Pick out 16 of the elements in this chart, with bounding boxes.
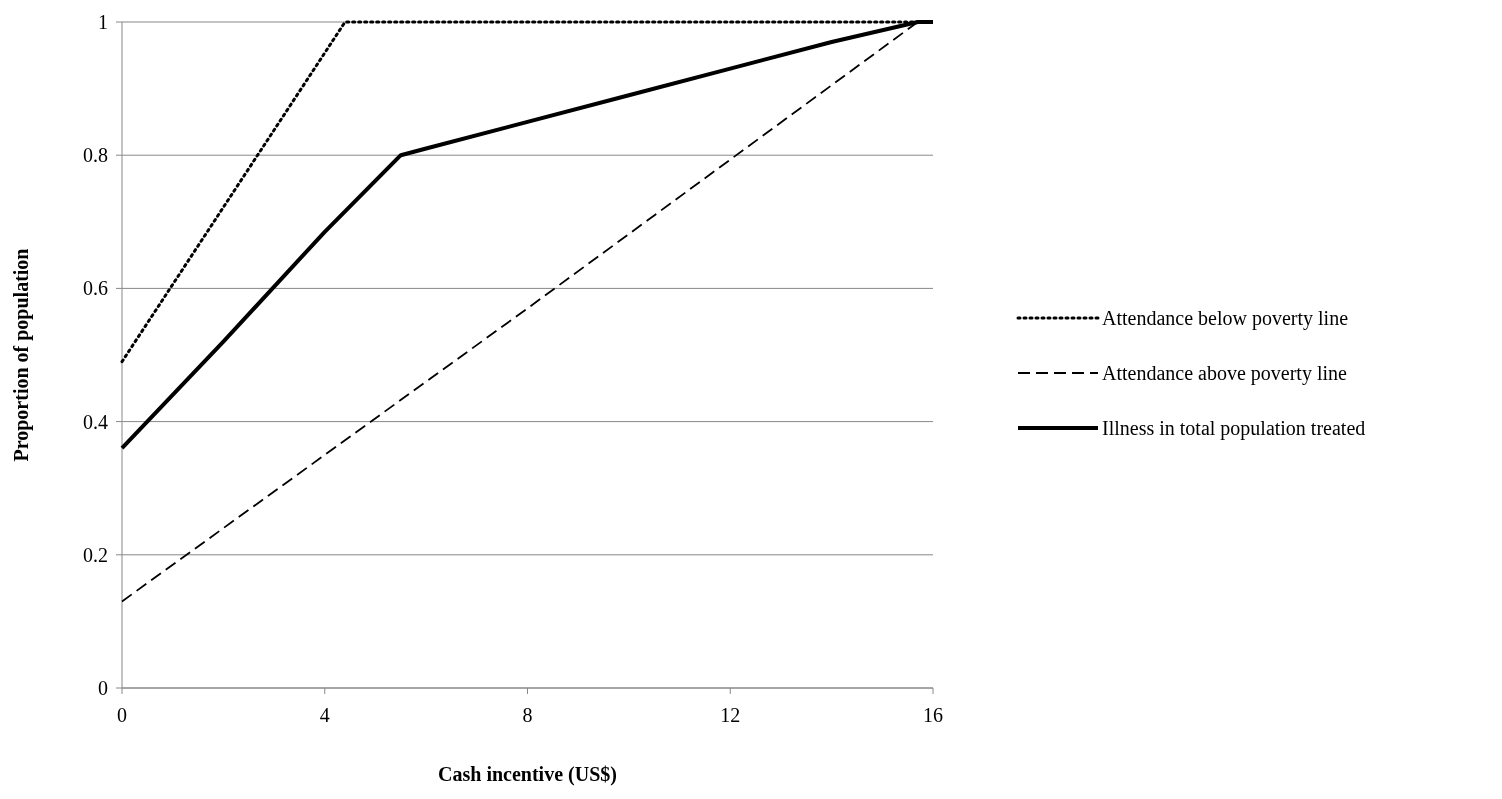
y-tick-label: 0.2	[83, 543, 108, 566]
y-tick-label: 0	[98, 677, 108, 699]
legend-label: Attendance above poverty line	[1102, 362, 1348, 385]
y-tick-label: 0.8	[83, 144, 108, 167]
legend-label: Attendance below poverty line	[1102, 307, 1349, 330]
y-tick-label: 0.6	[83, 277, 108, 300]
legend-label: Illness in total population treated	[1102, 417, 1366, 440]
y-tick-label: 0.4	[83, 410, 108, 433]
x-tick-label: 12	[720, 704, 741, 726]
x-tick-label: 0	[117, 704, 127, 726]
x-axis-title: Cash incentive (US$)	[438, 763, 617, 786]
y-tick-label: 1	[98, 11, 108, 33]
y-axis-title: Proportion of population	[10, 248, 33, 462]
x-tick-label: 4	[319, 704, 330, 726]
x-tick-label: 16	[923, 704, 943, 726]
x-tick-label: 8	[522, 704, 533, 726]
